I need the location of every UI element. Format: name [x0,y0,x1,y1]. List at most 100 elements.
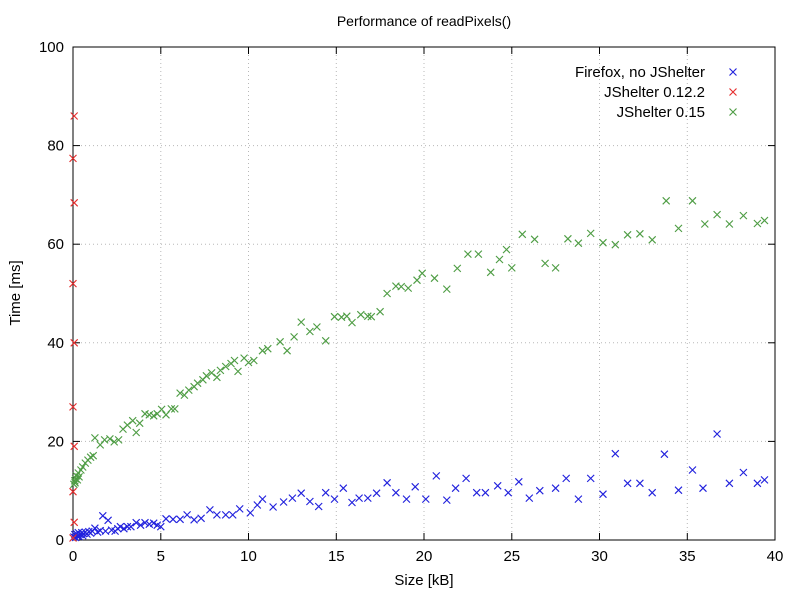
data-point [235,504,244,513]
data-point [442,285,451,294]
data-point [314,502,323,511]
data-point [713,430,722,438]
data-point [551,263,560,272]
data-point [713,210,722,219]
data-point [355,494,364,503]
data-point [662,196,671,205]
data-point [123,421,132,430]
legend-label: Firefox, no JShelter [575,64,705,81]
data-point [101,527,110,536]
data-point [114,435,123,444]
data-point [290,332,299,341]
data-point [348,318,356,327]
data-point [432,471,441,480]
y-axis-tick-label: 100 [39,39,64,56]
data-point [205,505,214,514]
data-point [263,344,272,353]
data-point [502,245,511,254]
data-point [156,522,165,531]
data-point [530,235,539,244]
data-point [342,312,351,321]
legend-marker-icon [729,68,737,76]
y-axis-tick-label: 20 [47,433,64,450]
data-point [176,515,185,524]
data-point [167,404,176,413]
data-point [249,356,258,365]
data-point [176,389,185,398]
data-point [119,524,128,533]
data-point [312,323,321,331]
legend-marker-icon [729,88,737,96]
data-point [104,516,113,525]
data-point [688,466,697,474]
data-point [283,346,292,355]
data-point [453,264,462,273]
data-point [486,268,495,277]
legend-label: JShelter 0.12.2 [604,84,705,101]
data-point [221,362,230,371]
data-point [739,468,748,477]
x-axis-tick-label: 35 [679,548,696,565]
data-point [305,497,314,506]
data-point [699,484,707,493]
data-point [288,494,297,503]
data-point [635,479,644,488]
data-point [184,386,193,395]
data-point [170,404,179,413]
y-axis-tick-label: 0 [56,532,64,549]
data-point [430,274,439,283]
chart-title: Performance of readPixels() [336,13,512,29]
data-point [463,250,472,259]
data-point [75,472,84,481]
data-point [321,336,330,345]
data-point [116,522,125,531]
data-point [372,489,381,498]
data-point [258,495,267,504]
data-point [212,373,221,382]
data-point [149,411,158,420]
data-point [495,255,504,264]
data-point [339,484,348,493]
data-point [123,522,132,531]
data-point [78,463,87,471]
data-point [648,235,657,244]
data-point [69,534,77,542]
data-point [69,154,77,163]
data-point [149,519,158,528]
data-point [535,486,544,495]
data-point [221,510,230,519]
data-point [228,510,237,519]
data-point [216,366,225,375]
data-point [493,481,502,490]
data-point [623,230,632,239]
data-point [70,198,79,207]
data-point [69,402,77,411]
data-point [753,219,762,228]
data-point [169,515,177,524]
data-point [330,495,339,504]
data-point [305,327,314,336]
data-point [321,488,330,497]
data-point [193,379,202,388]
x-axis-tick-label: 20 [416,548,433,565]
x-axis-tick-label: 0 [69,548,77,565]
data-point [279,498,288,506]
data-point [230,356,239,365]
data-point [132,428,141,437]
x-axis-tick-label: 25 [503,548,520,565]
data-point [141,518,149,527]
data-point [635,229,644,238]
data-point [105,434,114,443]
data-point [472,488,481,497]
data-point [126,522,135,531]
data-point [157,405,166,414]
data-point [128,416,137,425]
data-point [418,269,427,278]
data-point [481,488,490,497]
data-point [89,451,98,460]
data-point [611,240,620,249]
data-point [648,488,657,497]
data-point [90,433,99,442]
data-point [674,486,683,495]
data-point [110,437,119,446]
